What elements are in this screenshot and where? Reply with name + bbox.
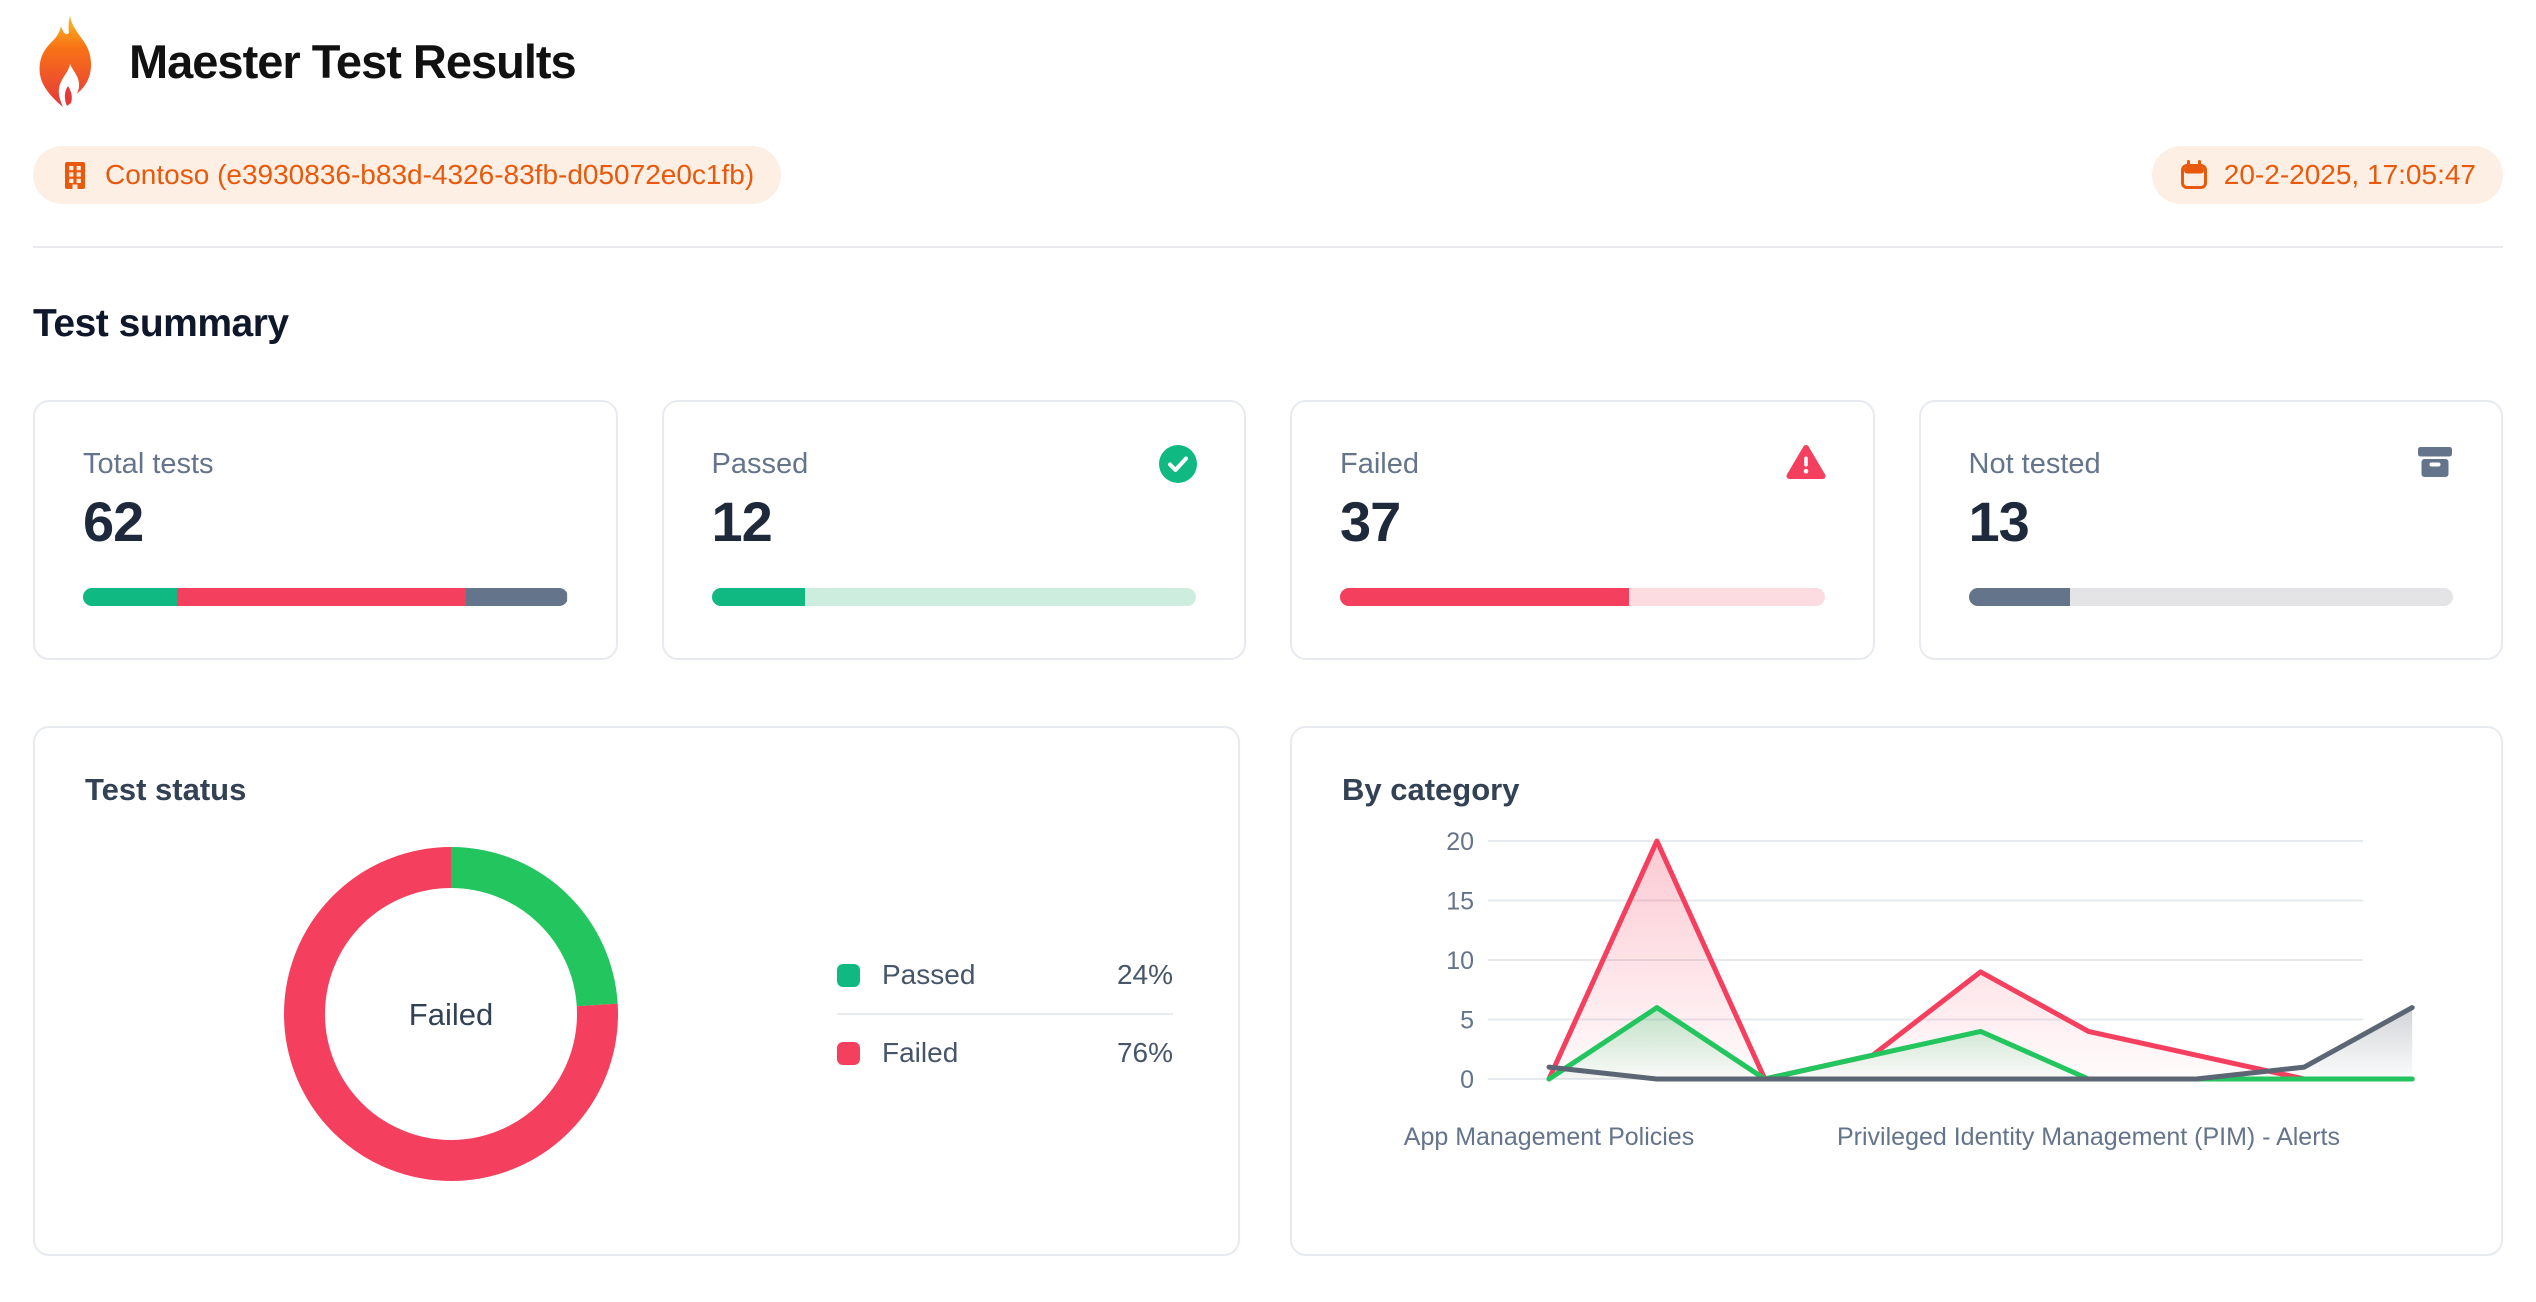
legend-row-passed: Passed 24%	[837, 937, 1173, 1013]
test-status-body: Failed Passed 24% Failed 76%	[85, 844, 1188, 1184]
stat-card-not-tested: Not tested 13	[1918, 400, 2503, 660]
legend-label: Passed	[882, 959, 976, 990]
stat-value: 62	[83, 490, 144, 553]
svg-text:15: 15	[1446, 888, 1474, 916]
header: Maester Test Results Contoso (e3930836-b…	[33, 0, 2503, 248]
total-tests-progress-bar	[83, 588, 568, 606]
legend-value: 24%	[1116, 959, 1173, 990]
stat-card-passed: Passed 12	[661, 400, 1246, 660]
datetime-badge: 20-2-2025, 17:05:47	[2151, 146, 2503, 204]
stat-card-total-tests: Total tests 62	[33, 400, 618, 660]
building-icon	[65, 161, 85, 189]
title-row: Maester Test Results	[33, 0, 2503, 108]
not-tested-progress-bar	[1968, 588, 2453, 606]
maester-dashboard: Maester Test Results Contoso (e3930836-b…	[33, 0, 2503, 1256]
svg-text:5: 5	[1460, 1007, 1474, 1035]
failed-progress-bar	[1340, 588, 1825, 606]
calendar-icon	[2180, 159, 2207, 189]
check-circle-icon	[1158, 444, 1198, 489]
stat-label: Total tests	[83, 448, 214, 480]
flame-icon	[39, 15, 92, 107]
stat-card-failed: Failed 37	[1290, 400, 1875, 660]
by-category-title: By category	[1342, 772, 1520, 807]
legend-label: Failed	[882, 1037, 959, 1068]
stat-label: Not tested	[1968, 448, 2101, 480]
datetime-badge-label: 20-2-2025, 17:05:47	[2223, 159, 2476, 190]
stat-value: 37	[1340, 490, 1401, 553]
svg-text:App Management Policies: App Management Policies	[1404, 1123, 1694, 1151]
svg-text:20: 20	[1446, 828, 1474, 856]
summary-cards-row: Total tests 62 Passed 12 Failed 37	[33, 400, 2503, 660]
failed-swatch	[837, 1041, 860, 1065]
test-status-card: Test status Failed Passed 24% Failed 76%	[33, 726, 1240, 1256]
alert-triangle-icon	[1785, 444, 1827, 487]
by-category-card: By category 0 5 10 15 20 App Management Polic…	[1290, 726, 2503, 1256]
stat-value: 13	[1968, 490, 2030, 553]
legend-row-failed: Failed 76%	[837, 1013, 1173, 1091]
test-status-title: Test status	[85, 772, 247, 807]
stat-label: Failed	[1340, 448, 1419, 480]
header-divider	[33, 246, 2503, 248]
stat-label: Passed	[711, 448, 809, 480]
svg-text:Privileged Identity Management: Privileged Identity Management (PIM) - A…	[1837, 1123, 2340, 1151]
tenant-badge-label: Contoso (e3930836-b83d-4326-83fb-d05072e…	[105, 159, 755, 190]
badge-row: Contoso (e3930836-b83d-4326-83fb-d05072e…	[33, 146, 2503, 204]
passed-swatch	[837, 963, 860, 987]
archive-box-icon	[2415, 444, 2455, 485]
stat-value: 12	[711, 490, 773, 553]
legend-value: 76%	[1116, 1037, 1173, 1068]
test-status-legend: Passed 24% Failed 76%	[837, 937, 1173, 1091]
charts-row: Test status Failed Passed 24% Failed 76%	[33, 726, 2503, 1256]
passed-progress-bar	[711, 588, 1196, 606]
svg-text:Failed: Failed	[409, 997, 493, 1032]
by-category-line-chart[interactable]: 0 5 10 15 20 App Management Policies Privilege…	[1342, 820, 2451, 1197]
section-title-test-summary: Test summary	[33, 302, 289, 345]
tenant-badge: Contoso (e3930836-b83d-4326-83fb-d05072e…	[33, 146, 782, 204]
test-status-donut-chart[interactable]: Failed	[281, 844, 621, 1184]
svg-text:0: 0	[1460, 1066, 1474, 1094]
svg-text:10: 10	[1446, 947, 1474, 975]
page-title: Maester Test Results	[129, 34, 577, 88]
